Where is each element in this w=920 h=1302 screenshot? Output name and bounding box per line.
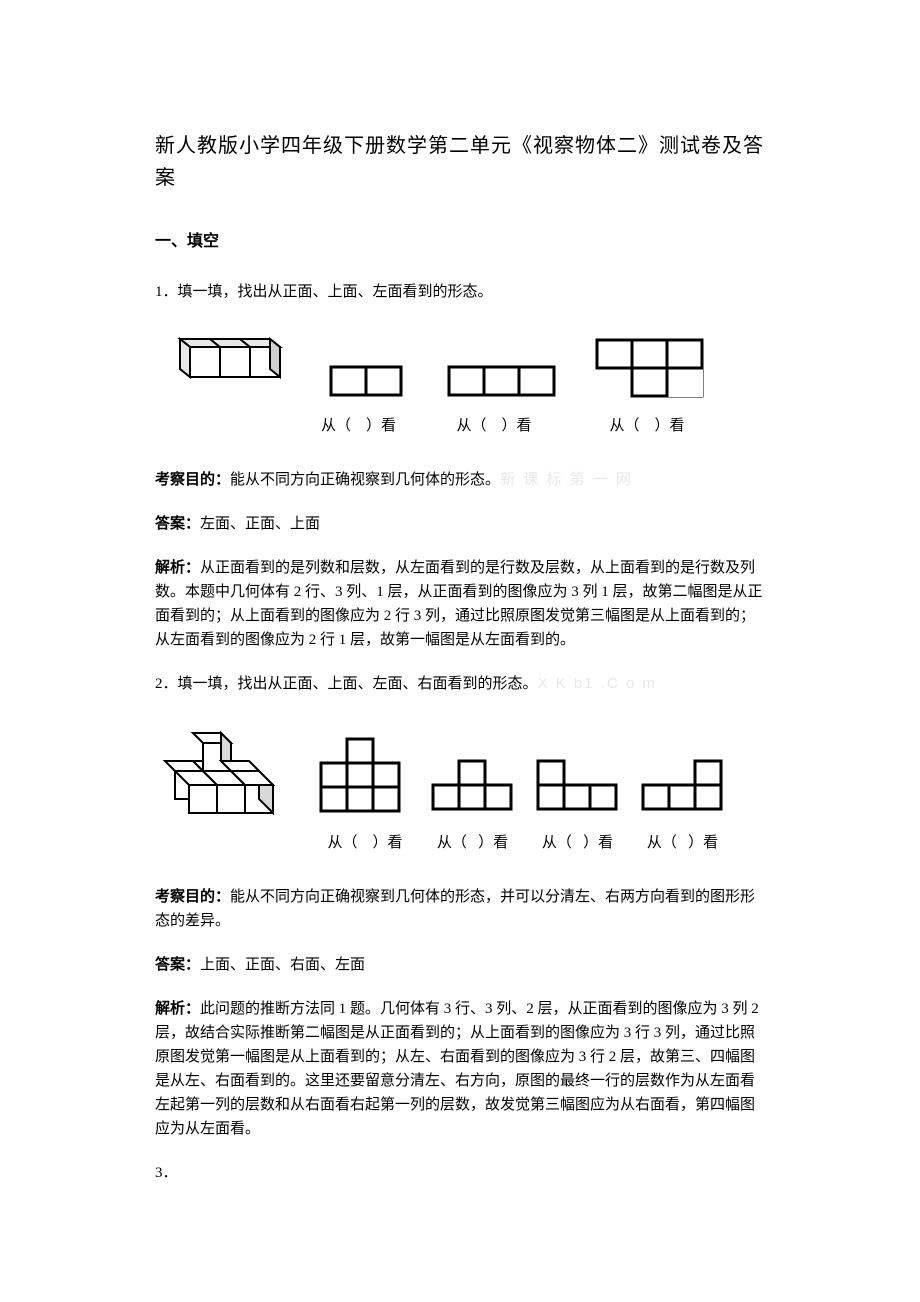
label-text: ）看 xyxy=(655,418,685,434)
q2-prompt-text: 2．填一填，找出从正面、上面、左面、右面看到的形态。 xyxy=(155,676,538,692)
q2-view-d-icon xyxy=(635,758,730,816)
label-text: 从（ xyxy=(321,418,351,434)
q2-analysis: 解析：此问题的推断方法同 1 题。几何体有 3 行、3 列、2 层，从正面看到的… xyxy=(155,997,765,1141)
q3-number: 3． xyxy=(155,1161,765,1185)
q1-view-b-icon xyxy=(444,364,564,399)
objective-text: 能从不同方向正确视察到几何体的形态，并可以分清左、右两方向看到的图形形态的差异。 xyxy=(155,889,755,929)
label-text: 从（ xyxy=(456,418,486,434)
label-text: 从（ xyxy=(437,835,467,851)
q1-solid-icon xyxy=(165,329,293,399)
analysis-label: 解析： xyxy=(155,559,200,576)
label-text: ）看 xyxy=(373,835,403,851)
page-title: 新人教版小学四年级下册数学第二单元《视察物体二》测试卷及答案 xyxy=(155,130,765,194)
q1-prompt: 1．填一填，找出从正面、上面、左面看到的形态。 xyxy=(155,280,765,304)
answer-label: 答案： xyxy=(155,956,200,973)
answer-text: 上面、正面、右面、左面 xyxy=(200,957,365,973)
label-text: 从（ xyxy=(542,835,572,851)
label-text: ）看 xyxy=(502,418,532,434)
label-text: ）看 xyxy=(583,835,613,851)
q2-labels: 从（ ）看 从（ ）看 从（ ）看 从（ ）看 xyxy=(155,831,765,855)
q2-view-a-icon xyxy=(315,736,415,816)
objective-text: 能从不同方向正确视察到几何体的形态。 xyxy=(230,472,500,488)
q2-figures xyxy=(155,721,765,816)
label-text: ）看 xyxy=(366,418,396,434)
q2-answer: 答案：上面、正面、右面、左面 xyxy=(155,953,765,977)
q2-objective: 考察目的：能从不同方向正确视察到几何体的形态，并可以分清左、右两方向看到的图形形… xyxy=(155,885,765,933)
q1-objective: 考察目的：能从不同方向正确视察到几何体的形态。新 课 标 第 一 网 xyxy=(155,468,765,492)
label-text: 从（ xyxy=(327,835,357,851)
q1-answer: 答案：左面、正面、上面 xyxy=(155,512,765,536)
label-text: 从（ xyxy=(647,835,677,851)
analysis-label: 解析： xyxy=(155,1000,200,1017)
q2-view-b-icon xyxy=(425,758,520,816)
objective-label: 考察目的： xyxy=(155,471,230,488)
q1-figures xyxy=(165,329,765,399)
objective-label: 考察目的： xyxy=(155,888,230,905)
q1-view-c-icon xyxy=(592,337,722,399)
label-text: ）看 xyxy=(478,835,508,851)
watermark-text: X K b1 .C o m xyxy=(538,675,657,692)
label-text: 从（ xyxy=(609,418,639,434)
label-text: ）看 xyxy=(688,835,718,851)
q2-prompt: 2．填一填，找出从正面、上面、左面、右面看到的形态。X K b1 .C o m xyxy=(155,672,765,696)
answer-label: 答案： xyxy=(155,515,200,532)
section-heading: 一、填空 xyxy=(155,229,765,255)
watermark-text: 新 课 标 第 一 网 xyxy=(500,471,633,488)
analysis-text: 从正面看到的是列数和层数，从左面看到的是行数及层数，从上面看到的是行数及列数。本… xyxy=(155,560,763,648)
analysis-text: 此问题的推断方法同 1 题。几何体有 3 行、3 列、2 层，从正面看到的图像应… xyxy=(155,1001,759,1137)
q2-solid-icon xyxy=(155,721,305,816)
q1-view-a-icon xyxy=(321,364,416,399)
answer-text: 左面、正面、上面 xyxy=(200,516,320,532)
q1-analysis: 解析：从正面看到的是列数和层数，从左面看到的是行数及层数，从上面看到的是行数及列… xyxy=(155,556,765,652)
q2-view-c-icon xyxy=(530,758,625,816)
q1-labels: 从（ ）看 从（ ）看 从（ ）看 xyxy=(155,414,765,438)
